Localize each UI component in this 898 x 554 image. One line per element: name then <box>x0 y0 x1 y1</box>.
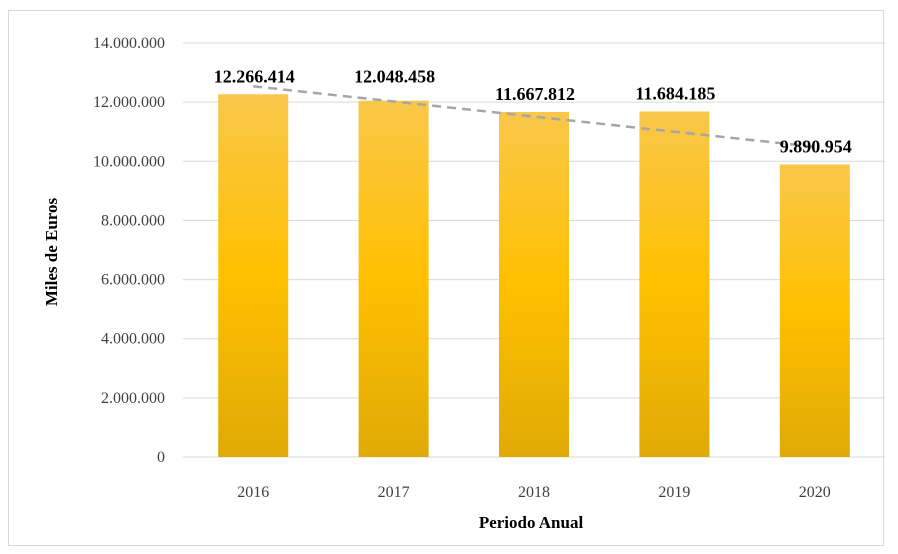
x-tick-label: 2020 <box>799 484 831 501</box>
y-tick-label: 8.000.000 <box>101 212 165 229</box>
data-labels: 12.266.414 12.048.458 11.667.812 11.684.185… <box>214 66 852 156</box>
x-tick-label: 2016 <box>237 484 269 501</box>
x-tick-label: 2017 <box>378 484 410 501</box>
trendline-group <box>253 85 815 149</box>
y-tick-label: 4.000.000 <box>101 331 165 348</box>
x-axis-ticks: 2016 2017 2018 2019 2020 <box>237 484 831 501</box>
y-tick-label: 12.000.000 <box>93 94 165 111</box>
bar-2016 <box>218 94 289 457</box>
bar-2020 <box>779 164 850 457</box>
data-label-2020: 9.890.954 <box>780 137 852 157</box>
x-tick-label: 2018 <box>518 484 550 501</box>
y-axis-ticks: 0 2.000.000 4.000.000 6.000.000 8.000.000 10.… <box>93 35 165 466</box>
y-tick-label: 6.000.000 <box>101 272 165 289</box>
data-label-2017: 12.048.458 <box>354 67 435 87</box>
bar-2019 <box>639 111 710 457</box>
y-tick-label: 10.000.000 <box>93 153 165 170</box>
y-tick-label: 14.000.000 <box>93 35 165 52</box>
y-tick-label: 0 <box>157 449 165 466</box>
x-axis-title: Periodo Anual <box>479 513 584 532</box>
bar-2018 <box>499 111 569 458</box>
data-label-2016: 12.266.414 <box>214 66 295 86</box>
y-tick-label: 2.000.000 <box>101 390 165 407</box>
bars <box>218 94 850 458</box>
x-tick-label: 2019 <box>658 484 690 501</box>
data-label-2018: 11.667.812 <box>495 84 575 104</box>
data-label-2019: 11.684.185 <box>635 83 715 103</box>
bar-2017 <box>358 100 429 457</box>
trendline <box>253 85 815 149</box>
y-axis-title: Miles de Euros <box>42 197 61 306</box>
